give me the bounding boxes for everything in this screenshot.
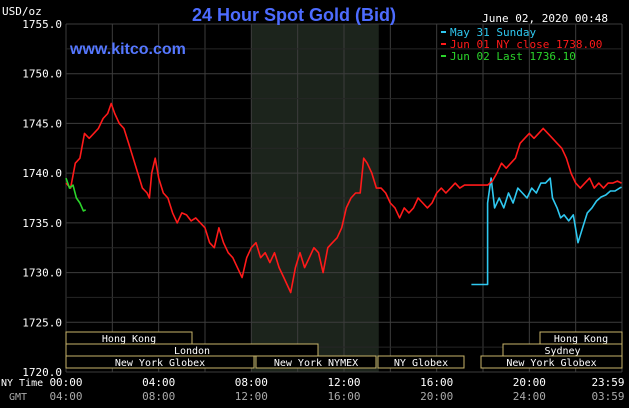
y-tick-label: 1740.0 [22,167,62,180]
series-line [471,177,622,286]
x-tick-label: 08:00 [235,376,268,389]
legend-swatch [441,31,446,33]
site-label: www.kitco.com [69,41,186,58]
session-label: NY Globex [394,358,448,369]
legend-swatch [441,43,446,45]
gmt-tick-label: 20:00 [420,390,453,403]
gmt-tick-label: 24:00 [513,390,546,403]
session-box: Sydney [502,343,623,357]
session-label: New York Globex [506,358,596,369]
session-label: New York Globex [115,358,205,369]
y-tick-label: 1720.0 [22,366,62,379]
session-box-frame [480,355,623,369]
session-box-frame [377,355,465,369]
session-box: Hong Kong [539,331,623,345]
session-label: Sydney [544,346,580,357]
units-label: USD/oz [2,5,42,18]
grid [65,23,623,373]
x-tick-label: 04:00 [142,376,175,389]
session-box: New York Globex [65,355,255,369]
series-line [65,177,87,212]
y-tick-label: 1750.0 [22,68,62,81]
gmt-tick-label: 03:59 [591,390,624,403]
gmt-tick-label: 12:00 [235,390,268,403]
x-tick-label: 23:59 [591,376,624,389]
session-box: NY Globex [377,355,465,369]
session-label: London [174,346,210,357]
session-box: New York NYMEX [255,355,377,369]
session-label: Hong Kong [102,334,156,345]
session-box: Hong Kong [65,331,193,345]
x-axis: 00:00 04:00 08:00 12:00 16:00 20:00 23:5904:00… [49,376,624,403]
gmt-tick-label: 04:00 [49,390,82,403]
datetime-label: June 02, 2020 00:48 [482,12,608,25]
series-line [65,102,622,294]
legend-entry: Jun 02 Last 1736.10 [450,50,576,63]
x-tick-label: 20:00 [513,376,546,389]
price-lines [65,102,622,294]
gmt-tick-label: 16:00 [327,390,360,403]
x-tick-label: 16:00 [420,376,453,389]
ny-time-row-label: NY Time [1,378,43,389]
y-tick-label: 1755.0 [22,18,62,31]
x-tick-label: 12:00 [327,376,360,389]
legend-entry: Jun 01 NY close 1738.00 [450,38,602,51]
legend-entry: May 31 Sunday [450,26,536,39]
y-axis: 1755.0 1750.0 1745.0 1740.0 1735.0 1730.0 1725… [22,18,62,379]
session-box-frame [255,355,377,369]
x-tick-label: 00:00 [49,376,82,389]
y-tick-label: 1735.0 [22,217,62,230]
gmt-tick-label: 08:00 [142,390,175,403]
chart-title: 24 Hour Spot Gold (Bid) [192,5,396,25]
session-label: Hong Kong [554,334,608,345]
legend-swatch [441,55,446,57]
gmt-row-label: GMT [9,392,27,403]
session-label: New York NYMEX [274,358,358,369]
y-tick-label: 1745.0 [22,117,62,130]
y-tick-label: 1730.0 [22,267,62,280]
session-box: London [65,343,319,357]
session-box-frame [65,355,255,369]
session-box: New York Globex [480,355,623,369]
y-tick-label: 1725.0 [22,316,62,329]
